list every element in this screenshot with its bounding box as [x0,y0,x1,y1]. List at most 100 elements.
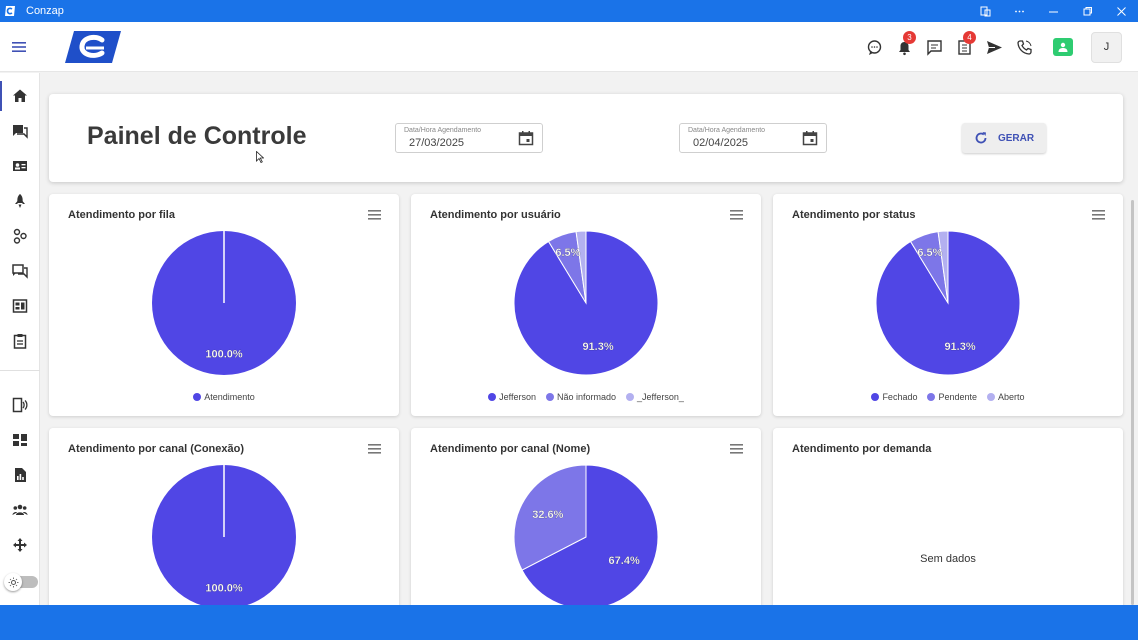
legend-label: Fechado [882,392,918,402]
send-button[interactable] [979,22,1009,72]
sidebar-item-integrations[interactable] [0,219,40,253]
end-date-label: Data/Hora Agendamento [688,127,766,134]
pie-slice[interactable] [575,230,587,304]
pie-slice[interactable] [521,464,659,610]
calendar-icon[interactable] [518,130,534,146]
sidebar-item-tickets[interactable] [0,114,40,148]
pie-data-label: 32.6% [532,509,563,521]
legend-item[interactable]: Não informado [545,392,617,402]
legend-item[interactable]: Aberto [987,392,1025,402]
clipboard-icon [13,334,27,349]
sidebar-item-dashboard[interactable] [0,79,40,113]
phone-button[interactable] [1009,22,1039,72]
contacts-button[interactable] [1053,38,1073,56]
legend-marker [193,393,202,401]
sidebar-item-contacts[interactable] [0,149,40,183]
minimize-icon [1048,11,1058,12]
generate-button-label: GERAR [997,132,1035,144]
legend-label: Aberto [998,392,1025,402]
legend-item[interactable]: Atendimento [193,392,255,402]
legend-label: Atendimento [204,392,255,402]
generate-button[interactable]: GERAR [962,123,1046,153]
pie-chart: 91.3% 6.5% [875,230,1021,376]
sidebar-item-connections[interactable] [0,388,40,422]
legend-item[interactable]: _Jefferson_ [626,392,684,402]
brand-logo [65,30,121,63]
chart-title: Atendimento por status [792,209,916,221]
pie-data-label: 100.0% [205,348,243,360]
legend-item[interactable]: Jefferson [488,392,536,402]
chat-button[interactable] [859,22,889,72]
start-date-label: Data/Hora Agendamento [404,127,482,134]
legend-item[interactable]: Pendente [927,392,977,402]
sidebar-item-users[interactable] [0,493,40,527]
window-restore-button[interactable] [1070,0,1104,22]
pie-data-label: 6.5% [917,247,942,259]
chart-legend: Jefferson Não informado _Jefferson_ [411,392,761,402]
notifications-badge: 3 [903,31,916,44]
notifications-button[interactable]: 3 [889,22,919,72]
legend-marker [987,393,996,401]
sidebar-item-kanban[interactable] [0,289,40,323]
group-icon [12,504,28,515]
contact-icon [1058,42,1068,52]
pie-data-label: 100.0% [205,582,243,594]
chart-menu-icon[interactable] [730,210,743,220]
main-scrollbar[interactable] [1131,200,1134,605]
window-title: Conzap [26,5,64,17]
refresh-icon [975,132,987,144]
legend-marker [871,393,880,401]
sidebar-item-reports[interactable] [0,458,40,492]
legend-label: _Jefferson_ [637,392,684,402]
tasks-button[interactable]: 4 [949,22,979,72]
window-more-button[interactable] [1002,0,1036,22]
start-date-field[interactable]: Data/Hora Agendamento 27/03/2025 [395,123,543,153]
chart-legend: Fechado Pendente Aberto [773,392,1123,402]
pie-chart: 100.0% [152,465,296,609]
mouse-cursor-icon [256,151,264,163]
pie-slice[interactable] [513,464,587,571]
home-icon [13,89,27,102]
chart-title: Atendimento por canal (Nome) [430,443,591,455]
sidebar-item-flows[interactable] [0,528,40,562]
chart-card-demand: Atendimento por demanda Sem dados [773,428,1123,613]
theme-toggle[interactable] [4,573,38,591]
chart-menu-icon[interactable] [368,210,381,220]
phonelink-icon [12,397,28,413]
pie-data-label: 91.3% [944,341,975,353]
window-minimize-button[interactable] [1036,0,1070,22]
chart-card-user: Atendimento por usuário 91.3% 6.5% Jeffers… [411,194,761,416]
sidebar-item-tasks[interactable] [0,324,40,358]
sidebar-item-internal-chat[interactable] [0,254,40,288]
chart-menu-icon[interactable] [1092,210,1105,220]
legend-label: Pendente [938,392,978,402]
user-avatar[interactable]: J [1091,31,1122,63]
pie-chart: 91.3% 6.5% [513,230,659,376]
hamburger-menu-icon [12,41,26,52]
start-date-value: 27/03/2025 [409,137,465,149]
messages-button[interactable] [919,22,949,72]
menu-toggle-button[interactable] [0,22,38,72]
calendar-icon[interactable] [802,130,818,146]
pie-slice[interactable] [937,230,949,304]
sidebar-item-campaigns[interactable] [0,184,40,218]
pie-data-label: 6.5% [555,247,580,259]
bell-icon [898,41,910,55]
chart-card-status: Atendimento por status 91.3% 6.5% Fechado P… [773,194,1123,416]
chart-menu-icon[interactable] [730,444,743,454]
end-date-value: 02/04/2025 [693,137,749,149]
chart-menu-icon[interactable] [368,444,381,454]
legend-item[interactable]: Fechado [871,392,917,402]
end-date-field[interactable]: Data/Hora Agendamento 02/04/2025 [679,123,827,153]
sidebar [0,73,40,605]
window-close-button[interactable] [1104,0,1138,22]
dashboard-grid-icon [13,434,27,446]
rocket-icon [15,194,25,208]
chart-title: Atendimento por fila [68,209,175,221]
theme-toggle-knob [4,573,22,591]
close-icon [1116,6,1126,16]
window-share-button[interactable] [968,0,1002,22]
pie-chart: 100.0% [152,231,296,375]
legend-label: Não informado [556,392,617,402]
sidebar-item-queues[interactable] [0,423,40,457]
